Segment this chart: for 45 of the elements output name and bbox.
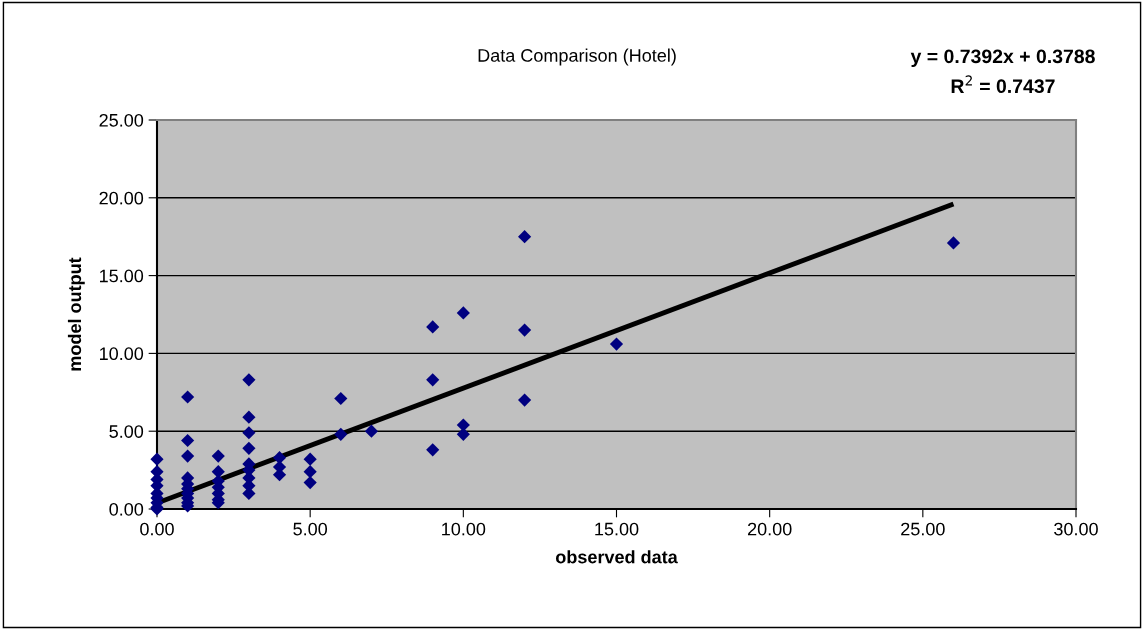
text: R$^{2}$ = 0.7437	[951, 75, 1055, 94]
point	[364, 424, 379, 438]
point	[609, 337, 624, 351]
point	[456, 306, 470, 320]
y-tick-label: 0.00	[109, 502, 144, 516]
point	[242, 426, 256, 440]
point	[242, 441, 256, 455]
x-tick-label: 25.00	[901, 522, 945, 536]
x-tick-label: 0.00	[140, 522, 174, 536]
point	[334, 427, 348, 441]
point	[211, 449, 225, 463]
chart-title: Data Comparison (Hotel)	[478, 48, 676, 66]
y-tick-label: 25.00	[99, 113, 144, 127]
x-tick-label: 5.00	[293, 522, 328, 536]
point	[242, 410, 256, 424]
point	[303, 465, 317, 479]
point	[181, 449, 195, 463]
point	[426, 443, 440, 457]
x-tick-label: 20.00	[747, 522, 792, 536]
point	[211, 465, 225, 479]
x-axis-title: observed data	[556, 550, 678, 564]
point	[303, 475, 317, 490]
point	[426, 320, 440, 334]
point	[181, 433, 195, 448]
y-axis-title: model output	[67, 257, 85, 371]
point	[518, 230, 532, 244]
x-tick-label: 15.00	[595, 522, 639, 536]
point	[334, 391, 348, 406]
y-tick-label: 5.00	[109, 425, 144, 438]
y-tick-label: 10.00	[100, 347, 144, 361]
point	[150, 452, 164, 466]
point	[456, 418, 470, 432]
point	[303, 452, 317, 466]
point	[181, 390, 195, 404]
point	[946, 236, 961, 250]
text: y = 0.7392x + 0.3788	[910, 49, 1095, 68]
x-tick-label: 30.00	[1054, 522, 1098, 536]
y-tick-label: 15.00	[100, 269, 144, 283]
x-tick-label: 10.00	[442, 522, 486, 536]
y-tick-label: 20.00	[99, 191, 144, 205]
point	[242, 373, 256, 387]
point	[426, 373, 440, 387]
point	[518, 323, 532, 337]
point	[518, 393, 532, 407]
point	[456, 427, 470, 441]
